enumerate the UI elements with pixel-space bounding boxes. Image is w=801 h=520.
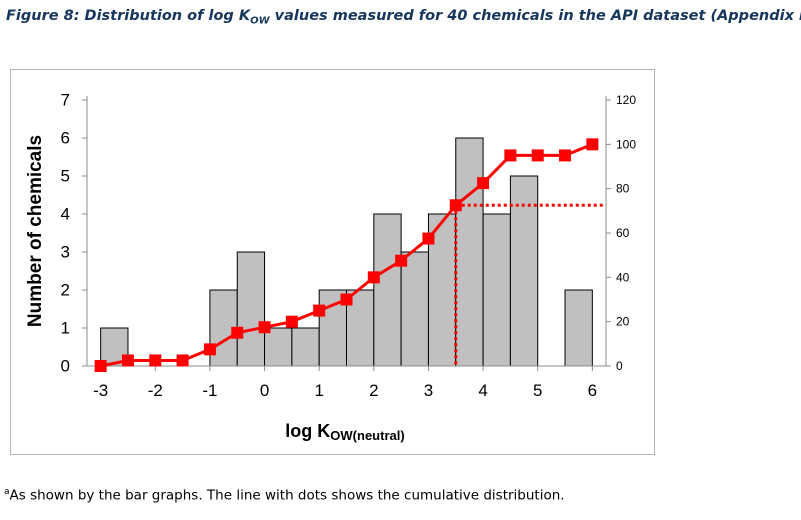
- cumulative-marker: [395, 254, 408, 267]
- caption-text-before: : Distribution of log K: [73, 7, 251, 24]
- caption-subscript: OW: [250, 15, 270, 27]
- y-axis-title: Number of chemicals: [25, 135, 46, 327]
- cumulative-marker: [422, 232, 435, 245]
- y-tick-label: 7: [61, 91, 70, 110]
- x-tick-label: 6: [588, 381, 597, 400]
- cumulative-marker: [231, 326, 244, 339]
- x-tick-label: -2: [148, 381, 163, 400]
- y-tick-label: 4: [61, 205, 70, 224]
- caption-text-after: values measured for 40 chemicals in the …: [269, 7, 801, 24]
- y2-tick-label: 20: [616, 315, 630, 329]
- x-tick-label: 5: [533, 381, 542, 400]
- x-tick-label: 3: [424, 381, 433, 400]
- reference-lines-layer: [454, 203, 604, 366]
- axes-layer: [82, 96, 611, 371]
- cumulative-marker: [203, 343, 216, 356]
- y2-tick-label: 100: [616, 137, 636, 151]
- x-axis-title-main: log K: [285, 421, 330, 441]
- bars-layer: [100, 137, 593, 367]
- tick-labels-layer: 0 1 2 3 4 5 6 7 0 20 40 60 80 100 120 -3 -2 -1 0 1 2 3 4 5 6: [61, 91, 637, 401]
- y2-tick-label: 60: [616, 226, 630, 240]
- y-tick-label: 1: [61, 319, 70, 338]
- chart-area-border: [10, 69, 655, 455]
- histogram-bar: [455, 137, 484, 367]
- cumulative-line-layer: [94, 138, 599, 372]
- y-tick-label: 5: [61, 167, 70, 186]
- figure-caption: Figure 8: Distribution of log KOW values…: [6, 6, 801, 27]
- histogram-bar: [482, 213, 511, 367]
- y2-tick-label: 80: [616, 182, 630, 196]
- cumulative-marker: [176, 354, 189, 367]
- cumulative-marker: [449, 199, 462, 212]
- cumulative-marker: [559, 149, 572, 162]
- x-axis-title: log KOW(neutral): [285, 421, 404, 443]
- histogram-bar: [291, 327, 320, 367]
- footnote: aAs shown by the bar graphs. The line wi…: [4, 487, 565, 504]
- cumulative-marker: [367, 271, 380, 284]
- y-tick-label: 0: [61, 357, 70, 376]
- y2-tick-label: 0: [616, 359, 623, 373]
- footnote-text: As shown by the bar graphs. The line wit…: [9, 487, 565, 504]
- cumulative-marker: [313, 304, 326, 317]
- cumulative-marker: [285, 315, 298, 328]
- x-axis-title-sub: OW(neutral): [330, 428, 404, 443]
- y-tick-label: 3: [61, 243, 70, 262]
- x-tick-label: 2: [369, 381, 378, 400]
- x-tick-label: -3: [93, 381, 108, 400]
- cumulative-marker: [340, 293, 353, 306]
- histogram-bar: [400, 251, 429, 367]
- x-tick-label: 1: [314, 381, 323, 400]
- cumulative-marker: [477, 177, 490, 190]
- histogram-bar: [373, 213, 402, 367]
- histogram-bar: [509, 175, 539, 367]
- cumulative-marker: [258, 321, 271, 334]
- x-tick-label: 4: [478, 381, 487, 400]
- cumulative-marker: [94, 360, 107, 372]
- cumulative-marker: [531, 149, 544, 162]
- footnote-mark: a: [4, 487, 10, 497]
- cumulative-marker: [586, 138, 599, 151]
- histogram-bar: [564, 289, 593, 367]
- histogram-bar: [264, 327, 293, 367]
- y2-tick-label: 120: [616, 93, 636, 107]
- y-tick-label: 2: [61, 281, 70, 300]
- caption-label: Figure 8: [6, 7, 74, 24]
- y-tick-label: 6: [61, 129, 70, 148]
- cumulative-marker: [504, 149, 517, 162]
- x-tick-label: -1: [202, 381, 217, 400]
- cumulative-marker: [121, 354, 134, 367]
- histogram-bar: [236, 251, 266, 367]
- x-tick-label: 0: [260, 381, 269, 400]
- cumulative-marker: [149, 354, 162, 367]
- y2-tick-label: 40: [616, 270, 630, 284]
